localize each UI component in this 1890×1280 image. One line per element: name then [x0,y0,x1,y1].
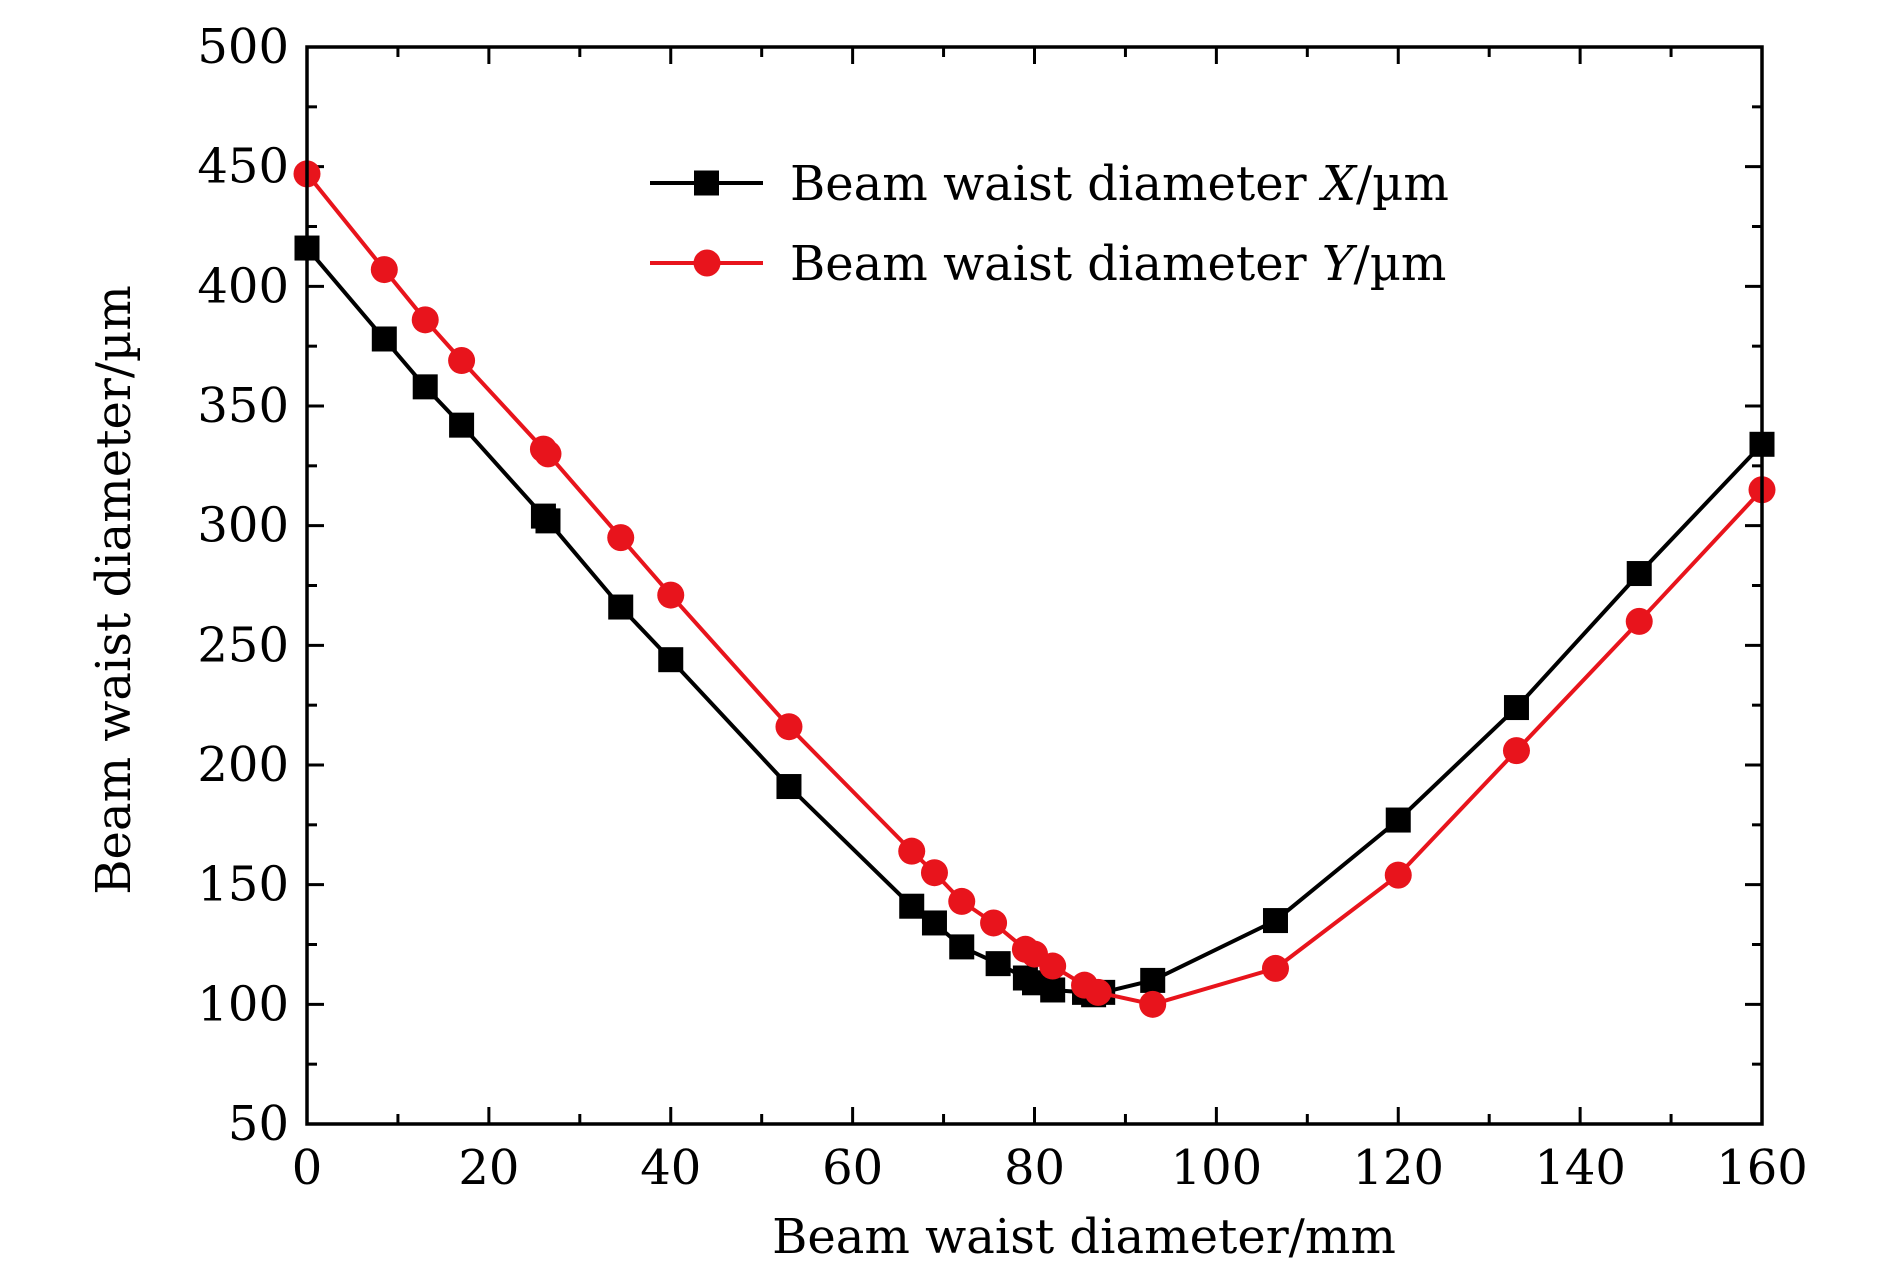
y-tick-label: 50 [228,1096,289,1152]
data-point-circle [448,347,476,375]
x-tick-label: 80 [1004,1140,1065,1196]
legend-marker-circle [693,249,721,277]
tick-labels: 0 20 40 60 80 100 120 140 160 50 100 150 200 250 300 35… [197,19,1807,1196]
y-tick-label: 500 [197,19,289,75]
data-point-circle [657,581,685,609]
data-point-square [1140,967,1166,993]
data-point-circle [980,909,1008,937]
data-point-square [1040,977,1066,1003]
x-tick-label: 120 [1352,1140,1444,1196]
data-point-square [921,910,947,936]
y-tick-label: 250 [197,617,289,673]
legend: Beam waist diameter X/µm Beam waist diame… [650,156,1449,292]
data-point-circle [411,306,439,334]
data-point-square [899,893,925,919]
data-point-circle [534,440,562,468]
x-tick-label: 40 [640,1140,701,1196]
data-point-circle [1139,990,1167,1018]
data-point-square [1626,561,1652,587]
plot-frame [305,45,1764,1126]
series-layer [293,160,1776,1018]
data-point-square [1385,807,1411,833]
x-axis-label: Beam waist diameter/mm [772,1209,1396,1265]
data-point-circle [607,524,635,552]
data-point-square [535,508,561,534]
series-line [305,172,1764,1007]
data-point-square [1503,695,1529,721]
series-line [305,246,1764,997]
y-tick-label: 400 [197,258,289,314]
data-point-circle [775,713,803,741]
x-tick-label: 0 [292,1140,323,1196]
data-point-circle [1084,978,1112,1006]
plot-border [305,45,1764,1126]
data-point-square [449,412,475,438]
x-tick-label: 60 [822,1140,883,1196]
data-point-circle [1502,737,1530,765]
data-point-square [608,594,634,620]
data-point-circle [370,256,398,284]
data-point-square [412,374,438,400]
y-tick-label: 200 [197,737,289,793]
x-tick-label: 160 [1716,1140,1808,1196]
x-tick-label: 100 [1171,1140,1263,1196]
x-tick-label: 20 [458,1140,519,1196]
data-point-circle [920,859,948,887]
data-point-circle [1261,954,1289,982]
y-tick-label: 100 [197,976,289,1032]
data-point-circle [1625,607,1653,635]
legend-marker-square [694,170,719,196]
data-point-circle [1039,952,1067,980]
y-tick-label: 450 [197,139,289,195]
data-point-square [1262,908,1288,934]
y-tick-label: 300 [197,498,289,554]
data-point-circle [948,887,976,915]
data-point-square [949,934,975,960]
data-point-square [371,326,397,352]
x-tick-label: 140 [1534,1140,1626,1196]
legend-label: Beam waist diameter X/µm [790,156,1449,212]
data-point-circle [898,837,926,865]
legend-label: Beam waist diameter Y/µm [790,236,1446,292]
data-point-square [776,774,802,800]
data-point-circle [1384,861,1412,889]
y-axis-label: Beam waist diameter/µm [86,285,142,894]
legend-entry-y: Beam waist diameter Y/µm [650,236,1446,292]
data-point-square [658,647,684,673]
y-tick-label: 150 [197,857,289,913]
legend-entry-x: Beam waist diameter X/µm [650,156,1449,212]
data-point-square [985,951,1011,977]
y-tick-label: 350 [197,378,289,434]
series-x [294,235,1775,1008]
